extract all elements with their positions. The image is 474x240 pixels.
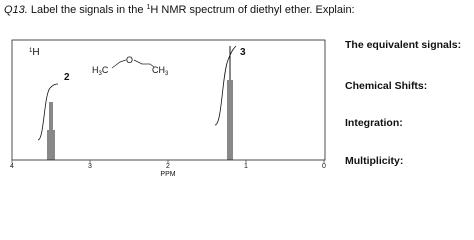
axis-tick-label: 2 [166,163,170,170]
prompt: Chemical Shifts: [345,80,427,92]
signal-label: 3 [240,47,246,58]
molecule-right: CH3 [152,65,169,77]
integration-curve [214,45,237,126]
question-text: H NMR spectrum of diethyl ether. Explain… [150,4,354,16]
molecule-oxygen: O [126,55,133,65]
question: Q13. Label the signals in the 1H NMR spe… [4,4,355,16]
spectrum-frame [11,39,326,161]
page: Q13. Label the signals in the 1H NMR spe… [4,4,461,178]
signal-label: 2 [64,72,70,83]
molecule-left: H3C [92,65,109,77]
axis-ticks [11,160,325,163]
bond [111,59,127,69]
axis-tick-label: 3 [88,163,92,170]
axis-tick-label: 0 [322,163,326,170]
nucleus-label: 1H [29,47,40,58]
bond [133,59,155,68]
axis-label: PPM [160,171,175,178]
integration-curve [37,83,59,141]
question-number: Q13. [4,4,28,16]
superscript: 1 [147,4,151,11]
quartet-peaks [47,102,55,160]
prompt: Integration: [345,117,403,129]
axis-tick-label: 4 [10,163,14,170]
axis-tick-label: 1 [244,163,248,170]
triplet-peaks [227,46,233,160]
question-text: Label the signals in the [31,4,147,16]
prompt: The equivalent signals: [345,39,461,51]
prompt: Multiplicity: [345,155,403,167]
